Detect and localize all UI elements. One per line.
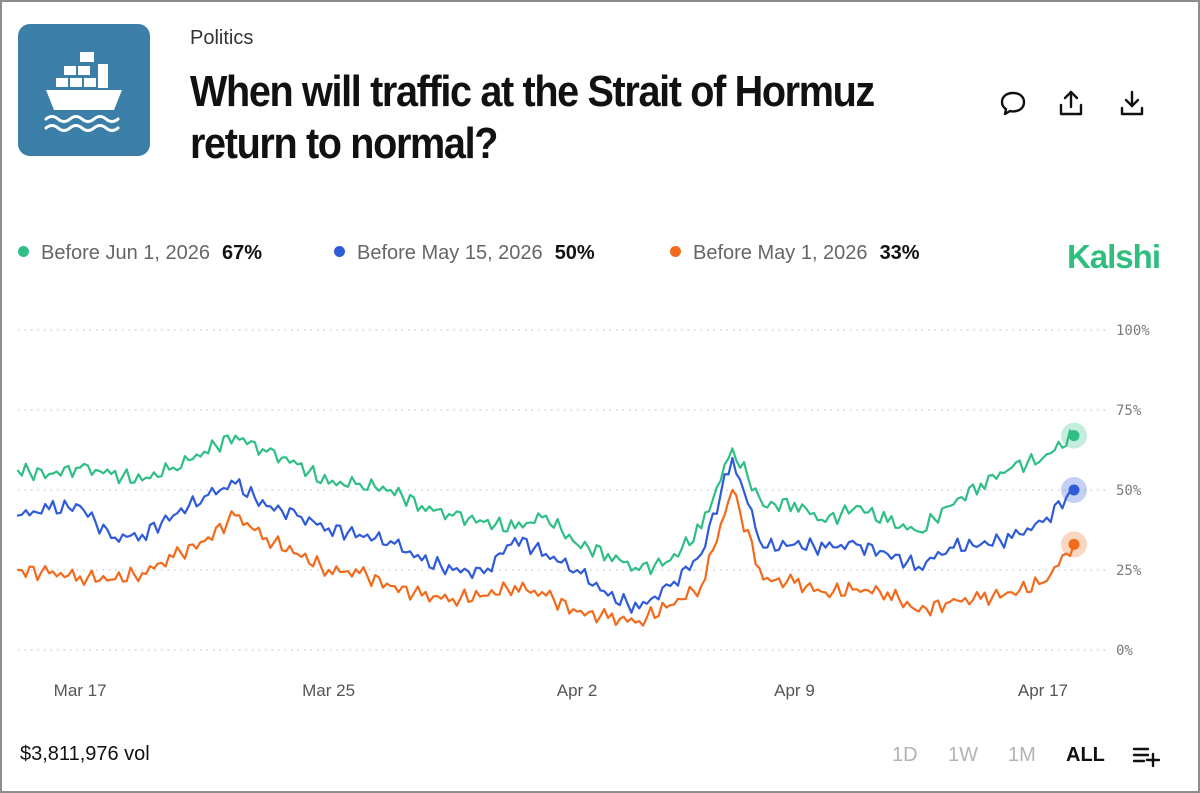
x-tick-label: Mar 17 [54,681,107,700]
series-end-point [1068,430,1080,442]
legend-item-may1[interactable]: Before May 1, 2026 33% [670,242,920,265]
market-category[interactable]: Politics [190,27,254,49]
legend-label: Before May 1, 2026 [693,242,868,264]
market-title: When will traffic at the Strait of Hormu… [190,67,875,168]
range-all-button[interactable]: ALL [1066,744,1105,766]
chart-legend: Before Jun 1, 2026 67% Before May 15, 202… [18,242,1018,272]
kalshi-logo[interactable]: Kalshi [1066,238,1161,275]
price-history-chart: 100% 75% 50% 25% 0% Mar 17 Mar 25 Apr 2 Apr 9 Apr… [16,323,1150,700]
y-tick-label: 0% [1116,643,1133,659]
legend-label: Before Jun 1, 2026 [41,242,211,264]
legend-value: 67% [222,242,263,264]
series-line [16,429,1076,576]
comment-icon[interactable] [998,88,1028,118]
legend-label: Before May 15, 2026 [357,242,543,264]
legend-dot-jun1 [18,246,29,258]
legend-value: 50% [554,242,595,264]
x-tick-label: Apr 9 [774,681,815,700]
cargo-ship-icon [44,52,122,132]
y-tick-label: 100% [1116,323,1150,339]
legend-value: 33% [879,242,920,264]
y-tick-label: 25% [1116,563,1142,579]
y-tick-label: 50% [1116,483,1142,499]
list-add-icon[interactable] [1132,744,1161,768]
series-line [16,488,1076,627]
x-tick-label: Apr 17 [1018,681,1068,700]
series-end-point [1068,538,1080,550]
legend-dot-may1 [670,246,681,258]
x-tick-label: Apr 2 [557,681,598,700]
y-tick-label: 75% [1116,403,1142,419]
x-tick-label: Mar 25 [302,681,355,700]
range-1w-button[interactable]: 1W [948,744,978,766]
market-logo [18,24,150,156]
range-1m-button[interactable]: 1M [1008,744,1036,766]
download-icon[interactable] [1117,88,1147,118]
legend-item-may15[interactable]: Before May 15, 2026 50% [334,242,595,265]
range-1d-button[interactable]: 1D [892,744,918,766]
share-icon[interactable] [1056,88,1086,118]
legend-dot-may15 [334,246,345,258]
legend-item-jun1[interactable]: Before Jun 1, 2026 67% [18,242,262,265]
volume-label: $3,811,976 vol [20,743,150,765]
series-end-point [1068,484,1080,496]
series-line [16,456,1076,614]
